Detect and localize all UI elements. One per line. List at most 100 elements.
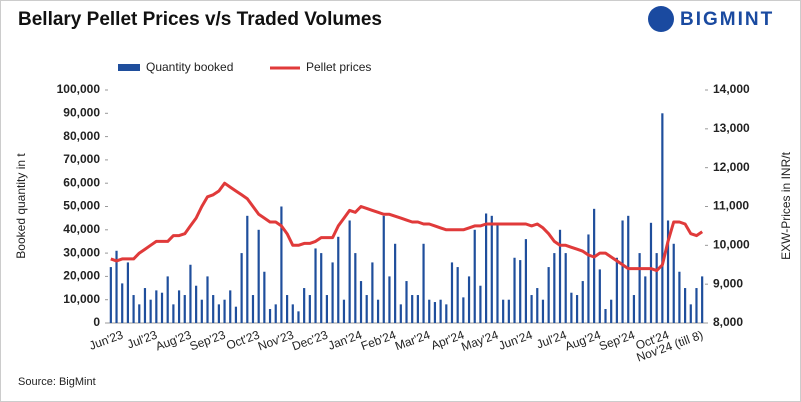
bar bbox=[661, 113, 664, 323]
legend-label: Quantity booked bbox=[146, 60, 233, 74]
bar bbox=[598, 269, 601, 323]
bar bbox=[280, 206, 283, 323]
y-tick-label: 0 bbox=[93, 315, 100, 329]
bar bbox=[371, 262, 374, 323]
bar bbox=[155, 290, 158, 323]
bar bbox=[411, 295, 414, 323]
bar bbox=[376, 299, 380, 323]
bar bbox=[160, 292, 164, 323]
bar bbox=[399, 304, 402, 323]
bar bbox=[331, 262, 334, 323]
y-tick-label: 70,000 bbox=[63, 152, 100, 166]
bar bbox=[524, 239, 527, 323]
y-tick-label: 60,000 bbox=[63, 175, 100, 189]
bar bbox=[587, 234, 590, 323]
bar bbox=[485, 213, 488, 323]
bar bbox=[496, 225, 499, 323]
bar bbox=[382, 215, 385, 323]
bar bbox=[570, 292, 573, 323]
bar bbox=[320, 253, 323, 323]
y-tick-label: 80,000 bbox=[63, 129, 100, 143]
logo: BIGMINT bbox=[648, 6, 774, 32]
bar bbox=[149, 299, 152, 323]
legend-swatch bbox=[118, 64, 140, 71]
bar bbox=[297, 311, 300, 323]
bar bbox=[507, 299, 510, 323]
bar bbox=[257, 229, 260, 323]
y-tick-label: 20,000 bbox=[63, 269, 100, 283]
bar bbox=[416, 295, 419, 323]
bar bbox=[354, 253, 357, 323]
bar bbox=[132, 295, 135, 323]
bar bbox=[473, 229, 476, 323]
bar bbox=[240, 253, 243, 323]
bar bbox=[655, 253, 658, 323]
bar bbox=[223, 299, 226, 323]
bar bbox=[189, 264, 192, 323]
bar bbox=[519, 260, 522, 323]
y2-axis-title: EXW-Prices in INR/t bbox=[779, 151, 793, 259]
legend-label: Pellet prices bbox=[306, 60, 371, 74]
y2-tick-label: 11,000 bbox=[713, 199, 749, 213]
y-tick-label: 50,000 bbox=[63, 199, 100, 213]
bar bbox=[200, 299, 203, 323]
bar bbox=[109, 267, 112, 323]
bar bbox=[212, 295, 215, 323]
bar bbox=[143, 288, 147, 323]
y-axis-title: Booked quantity in t bbox=[14, 153, 28, 259]
bar bbox=[263, 271, 266, 323]
bar bbox=[428, 299, 431, 323]
bar bbox=[314, 248, 317, 323]
y-tick-label: 10,000 bbox=[63, 292, 100, 306]
bar bbox=[342, 299, 346, 323]
bar bbox=[325, 295, 328, 323]
bar bbox=[291, 304, 294, 323]
bar bbox=[274, 304, 277, 323]
bar bbox=[678, 271, 681, 323]
bar bbox=[558, 229, 562, 323]
bar bbox=[445, 304, 448, 323]
bar bbox=[695, 288, 698, 323]
bar bbox=[166, 276, 169, 323]
bar bbox=[246, 215, 249, 323]
bar bbox=[581, 281, 584, 323]
bar bbox=[348, 220, 351, 323]
bar bbox=[388, 276, 391, 323]
bar bbox=[183, 295, 186, 323]
bar bbox=[439, 299, 442, 323]
bar bbox=[615, 257, 618, 323]
bar bbox=[462, 297, 465, 323]
bar bbox=[303, 288, 306, 323]
bar bbox=[195, 285, 198, 323]
y-tick-label: 90,000 bbox=[63, 105, 100, 119]
bar bbox=[547, 267, 550, 323]
y-tick-label: 40,000 bbox=[63, 222, 100, 236]
bar bbox=[138, 304, 141, 323]
bar bbox=[121, 283, 124, 323]
bar bbox=[564, 253, 567, 323]
bar bbox=[467, 276, 471, 323]
bar bbox=[632, 295, 636, 323]
bar bbox=[177, 290, 181, 323]
bar bbox=[422, 243, 425, 323]
bar bbox=[359, 281, 363, 323]
bar bbox=[172, 304, 175, 323]
price-line bbox=[110, 181, 704, 273]
y-tick-label: 100,000 bbox=[57, 82, 101, 96]
y2-tick-label: 14,000 bbox=[713, 82, 750, 96]
y2-tick-label: 12,000 bbox=[713, 160, 750, 174]
chart-title: Bellary Pellet Prices v/s Traded Volumes bbox=[18, 9, 382, 30]
bar bbox=[126, 262, 129, 323]
bar bbox=[684, 288, 687, 323]
bar bbox=[433, 302, 437, 323]
bar bbox=[268, 309, 272, 323]
bar bbox=[502, 299, 505, 323]
bar bbox=[536, 288, 539, 323]
y2-tick-label: 10,000 bbox=[713, 238, 750, 252]
bar bbox=[649, 222, 653, 323]
logo-text: BIGMINT bbox=[680, 9, 774, 30]
bar bbox=[234, 306, 238, 323]
bar bbox=[638, 253, 641, 323]
bar bbox=[610, 299, 613, 323]
